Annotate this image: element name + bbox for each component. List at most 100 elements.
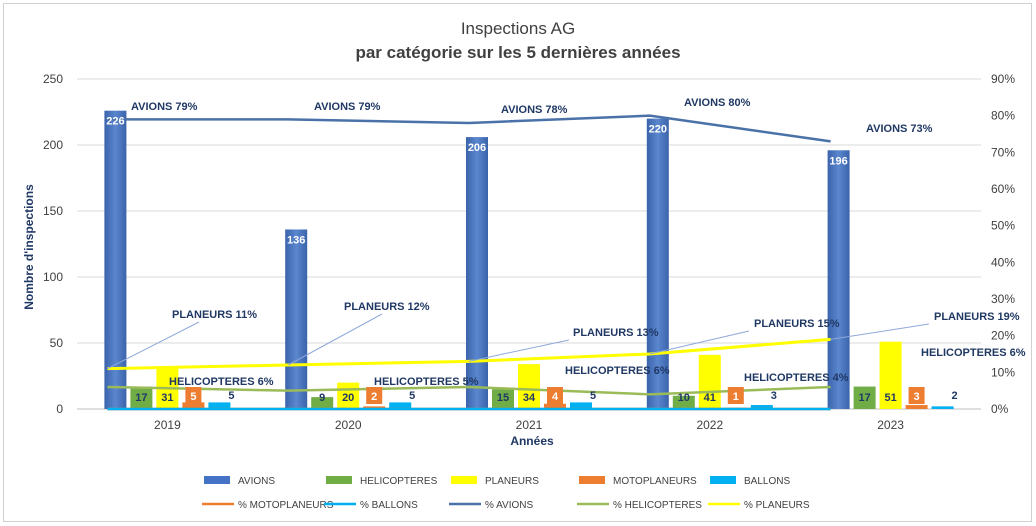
legend-label: % AVIONS (485, 500, 533, 511)
callout-leader (649, 330, 750, 355)
bar-data-label: 3 (914, 391, 920, 403)
bar-label-box (727, 387, 744, 404)
callout-label: PLANEURS 15% (754, 318, 840, 330)
y2-tick-label: 10% (991, 365, 1015, 379)
bar-label-box (185, 387, 202, 404)
y2-tick-label: 70% (991, 145, 1015, 159)
x-tick-label: 2022 (696, 418, 723, 432)
callout-leader (107, 321, 200, 370)
legend-label: BALLONS (744, 476, 790, 487)
legend-swatch (204, 476, 230, 484)
bar-motoplaneurs (905, 405, 928, 409)
bar-data-label: 15 (497, 392, 509, 404)
bar-planeurs (698, 354, 721, 409)
bar-motoplaneurs (363, 406, 386, 409)
y-tick-label: 250 (43, 72, 63, 86)
callout-label: PLANEURS 12% (344, 301, 430, 313)
legend-label: PLANEURS (485, 476, 539, 487)
bar-data-label: 9 (319, 392, 325, 404)
callout-label: HELICOPTERES 5% (374, 376, 479, 388)
x-tick-label: 2021 (516, 418, 543, 432)
y2-tick-label: 50% (991, 219, 1015, 233)
legend-label: HELICOPTERES (360, 476, 438, 487)
callout-label: PLANEURS 19% (934, 311, 1020, 323)
y-axis-title: Nombre d'inspections (22, 184, 36, 310)
bar-label-box (366, 387, 383, 404)
bar-ballons (750, 405, 773, 409)
bar-motoplaneurs (544, 403, 566, 409)
x-tick-label: 2023 (877, 418, 904, 432)
bar-motoplaneurs (182, 402, 205, 409)
bar-helicopteres (311, 397, 334, 409)
callout-label: HELICOPTERES 6% (921, 347, 1026, 359)
bar-data-label: 5 (228, 390, 234, 402)
bar-data-label: 196 (829, 155, 847, 167)
x-axis-ticks: 2019 2020 2021 2022 2023 (154, 418, 904, 432)
legend-label: MOTOPLANEURS (613, 476, 697, 487)
legend-label: % HELICOPTERES (613, 500, 702, 511)
y-tick-label: 0 (56, 402, 63, 416)
y2-axis-ticks: 0% 10% 20% 30% 40% 50% 60% 70% 80% 90% (991, 72, 1015, 416)
y-tick-label: 200 (43, 138, 63, 152)
bar-data-label: 5 (409, 390, 415, 402)
x-axis-title: Années (510, 434, 554, 448)
y2-tick-label: 20% (991, 329, 1015, 343)
bar-data-label: 2 (371, 391, 377, 403)
bar-ballons (570, 402, 592, 409)
bar-data-label: 226 (106, 116, 124, 128)
callout-label: AVIONS 80% (684, 97, 751, 109)
bar-data-label: 220 (649, 124, 667, 136)
legend-label: AVIONS (238, 476, 275, 487)
bar-ballons (931, 406, 954, 409)
y-axis-ticks: 0 50 100 150 200 250 (43, 72, 63, 416)
bar-data-label: 31 (161, 392, 173, 404)
bar-avions (104, 110, 127, 410)
callout-label: HELICOPTERES 6% (169, 376, 274, 388)
y-tick-label: 100 (43, 270, 63, 284)
callout-label: PLANEURS 11% (172, 309, 257, 321)
bar-data-label: 20 (342, 392, 354, 404)
callout-label: HELICOPTERES 4% (744, 372, 849, 384)
callout-leader (468, 339, 570, 362)
bar-data-label: 41 (704, 392, 716, 404)
bar-helicopteres (672, 395, 695, 409)
chart: Inspections AG par catégorie sur les 5 d… (22, 19, 1026, 511)
callout-label: AVIONS 79% (314, 101, 381, 113)
bar-helicopteres (492, 389, 514, 409)
y2-tick-label: 90% (991, 72, 1015, 86)
y-tick-label: 50 (50, 336, 64, 350)
bar-ballons (208, 402, 231, 409)
bar-data-label: 1 (733, 391, 739, 403)
legend-label: % PLANEURS (744, 500, 810, 511)
callout-leader (287, 313, 383, 366)
bars (104, 110, 954, 410)
bar-data-label: 34 (523, 392, 536, 404)
bar-data-label: 3 (771, 390, 777, 402)
legend-swatch (710, 476, 736, 484)
bar-label-box (547, 387, 563, 404)
line--helicopteres (107, 385, 831, 396)
chart-frame: Inspections AG par catégorie sur les 5 d… (3, 3, 1032, 522)
callout-label: HELICOPTERES 6% (565, 365, 670, 377)
legend-swatch (451, 476, 477, 484)
bar-helicopteres (853, 386, 876, 409)
bar-planeurs (879, 341, 902, 409)
bar-data-label: 5 (190, 391, 196, 403)
bar-helicopteres (130, 386, 153, 409)
legend: AVIONS HELICOPTERES PLANEURS MOTOPLANEURS BA… (202, 476, 810, 511)
legend-label: % BALLONS (360, 500, 418, 511)
bar-data-label: 51 (884, 392, 896, 404)
chart-title: Inspections AG (461, 19, 575, 38)
line--avions (107, 114, 831, 143)
y-tick-label: 150 (43, 204, 63, 218)
bar-avions (466, 137, 488, 409)
bar-avions (285, 229, 308, 409)
bar-data-label: 17 (135, 392, 147, 404)
bar-data-label: 4 (552, 391, 559, 403)
bar-data-label: 136 (287, 234, 305, 246)
bar-avions (827, 150, 850, 409)
y2-tick-label: 60% (991, 182, 1015, 196)
bar-data-label: 10 (678, 392, 690, 404)
y2-tick-label: 0% (991, 402, 1009, 416)
legend-label: % MOTOPLANEURS (238, 500, 334, 511)
